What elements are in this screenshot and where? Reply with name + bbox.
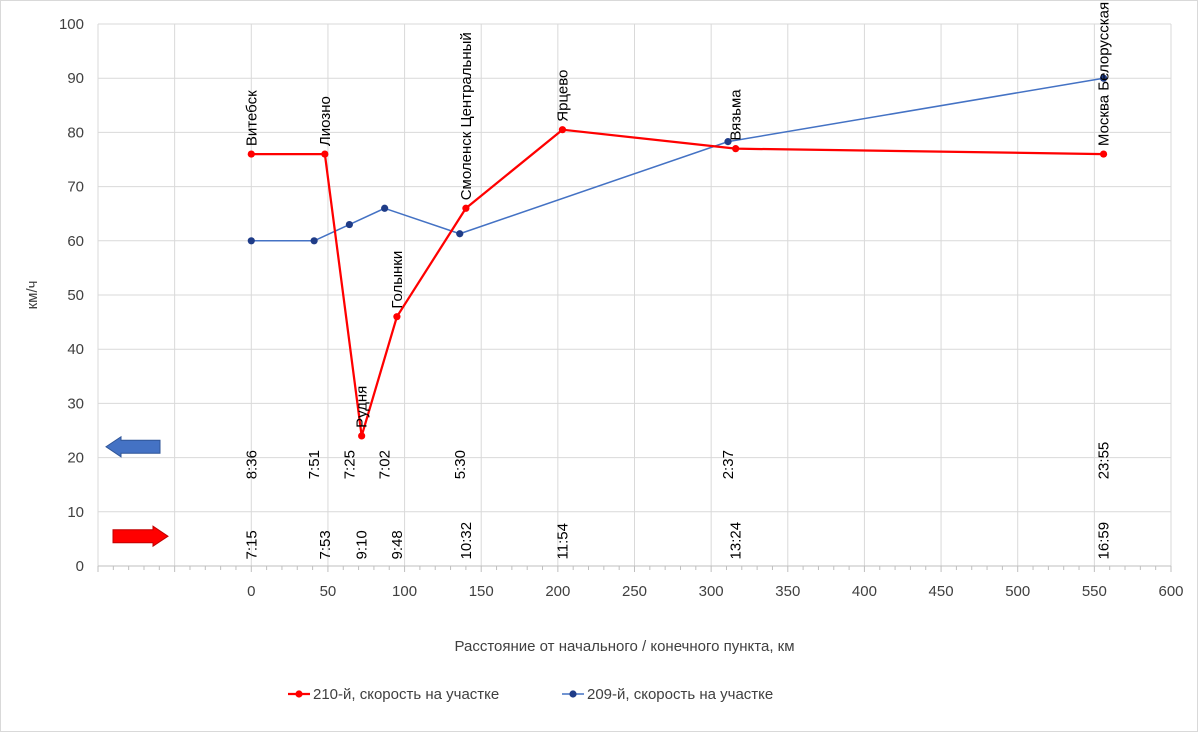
x-tick-label: 0 xyxy=(247,583,255,600)
data-labels: Витебск Лиозно Рудня Голынки Смоленск Центра… xyxy=(243,2,1112,560)
y-tick-label: 70 xyxy=(67,179,84,196)
series-210-point xyxy=(732,145,740,153)
time-label-210: 7:15 xyxy=(243,530,260,559)
series-209-point xyxy=(345,220,353,229)
arrow-right-210 xyxy=(112,525,169,548)
series-209-point xyxy=(1099,74,1108,82)
time-label-209: 7:51 xyxy=(306,450,323,479)
station-label: Ярцево xyxy=(554,70,571,122)
x-tick-label: 350 xyxy=(775,583,800,600)
y-tick-label: 40 xyxy=(67,341,84,358)
time-label-210: 13:24 xyxy=(728,522,745,560)
time-label-210: 9:10 xyxy=(354,530,371,559)
time-label-210: 9:48 xyxy=(389,530,406,559)
y-tick-label: 10 xyxy=(67,504,84,521)
series-209-point xyxy=(456,230,464,238)
direction-arrows xyxy=(105,435,169,548)
time-label-210: 10:32 xyxy=(458,522,475,560)
series-210-point xyxy=(1099,150,1108,158)
station-label: Голынки xyxy=(389,251,406,309)
y-tick-label: 20 xyxy=(67,450,84,467)
x-axis-title: Расстояние от начального / конечного пун… xyxy=(454,638,794,655)
station-label: Вязьма xyxy=(728,89,745,141)
gridlines xyxy=(98,23,1172,566)
series-210-point xyxy=(462,204,470,212)
time-label-210: 16:59 xyxy=(1096,522,1113,560)
series-209-line xyxy=(251,77,1104,242)
x-tick-label: 200 xyxy=(545,583,570,600)
series-210-point xyxy=(247,150,255,158)
series-210-point xyxy=(393,313,401,321)
x-tick-label: 600 xyxy=(1158,583,1183,600)
x-tick-label: 550 xyxy=(1082,583,1107,600)
y-tick-label: 0 xyxy=(76,558,84,575)
time-label-209: 23:55 xyxy=(1096,442,1113,480)
x-tick-label: 300 xyxy=(699,583,724,600)
time-label-209: 5:30 xyxy=(452,450,469,479)
x-tick-label: 500 xyxy=(1005,583,1030,600)
time-label-210: 7:53 xyxy=(317,530,334,559)
series-210-point xyxy=(558,126,567,134)
time-label-209: 7:02 xyxy=(377,450,394,479)
series-210-point xyxy=(358,432,366,440)
series-210-point xyxy=(321,150,329,158)
station-label: Москва Белорусская xyxy=(1096,2,1113,146)
x-tick-label: 50 xyxy=(320,583,337,600)
x-tick-label: 400 xyxy=(852,583,877,600)
legend-label-209: 209-й, скорость на участке xyxy=(587,686,773,703)
x-tick-label: 150 xyxy=(469,583,494,600)
x-tick-label: 450 xyxy=(929,583,954,600)
y-tick-label: 90 xyxy=(67,70,84,87)
series-209-point xyxy=(724,138,732,146)
legend-label-210: 210-й, скорость на участке xyxy=(313,686,499,703)
x-tick-label: 250 xyxy=(622,583,647,600)
y-tick-label: 60 xyxy=(67,233,84,250)
series-209-point xyxy=(310,237,318,245)
station-label: Рудня xyxy=(354,386,371,428)
x-tick-label: 100 xyxy=(392,583,417,600)
time-label-209: 7:25 xyxy=(341,450,358,479)
y-tick-label: 100 xyxy=(59,16,84,33)
series-210-line xyxy=(251,128,1104,438)
station-label: Лиозно xyxy=(317,96,334,146)
axes: 0 10 20 30 40 50 60 70 80 90 100 0 50 100 150 200 250 300… xyxy=(59,16,1184,600)
time-label-210: 11:54 xyxy=(554,523,571,559)
arrow-left-209 xyxy=(105,435,161,458)
series-lines xyxy=(247,74,1108,440)
station-label: Витебск xyxy=(243,90,260,146)
station-label: Смоленск Центральный xyxy=(458,32,475,200)
time-label-209: 2:37 xyxy=(720,450,737,479)
time-label-209: 8:36 xyxy=(243,450,260,479)
legend-marker-210 xyxy=(295,690,303,698)
y-tick-label: 30 xyxy=(67,395,84,412)
legend: 210-й, скорость на участке 209-й, скорос… xyxy=(288,686,773,703)
y-tick-label: 80 xyxy=(67,124,84,141)
y-tick-label: 50 xyxy=(67,287,84,304)
y-axis-title: км/ч xyxy=(24,281,41,310)
legend-marker-209 xyxy=(569,690,577,698)
series-209-point xyxy=(381,204,389,212)
series-209-point xyxy=(247,237,255,245)
